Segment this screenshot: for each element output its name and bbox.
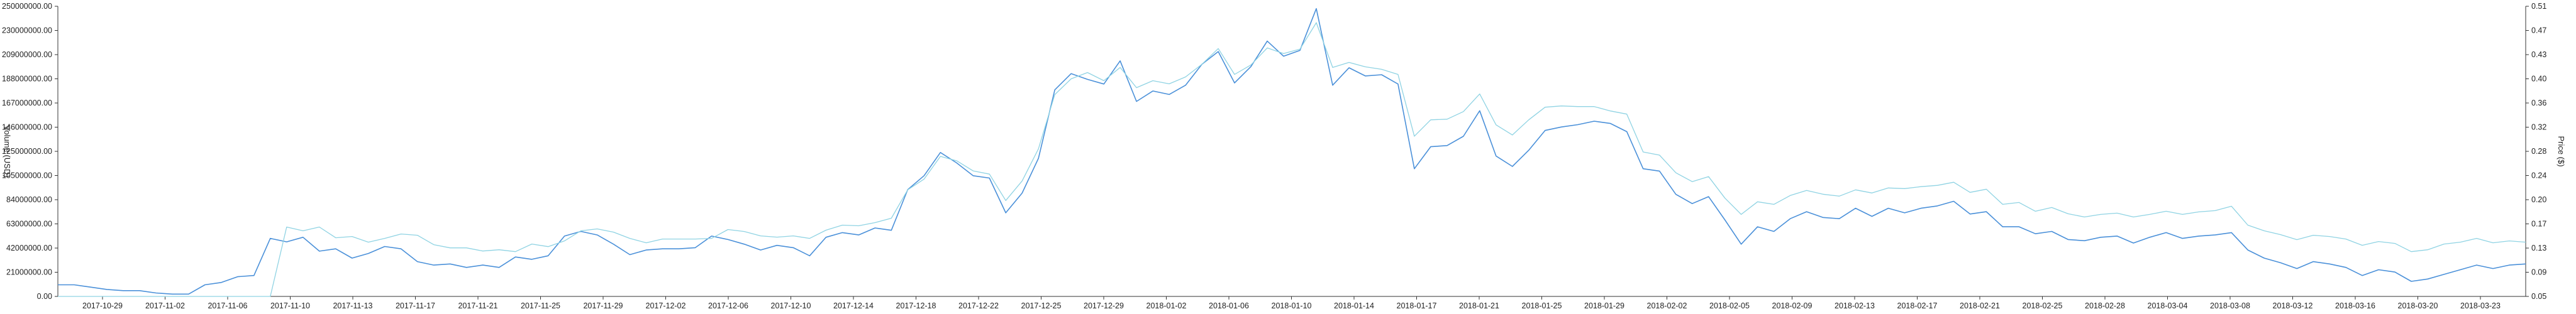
y-right-tick-label: 0.32 <box>2531 123 2546 132</box>
x-tick-label: 2018-02-05 <box>1709 301 1750 310</box>
y-left-tick-label: 167000000.00 <box>2 99 52 107</box>
x-tick-label: 2017-12-02 <box>646 301 686 310</box>
y-right-tick-label: 0.36 <box>2531 99 2546 107</box>
y-left-tick-label: 188000000.00 <box>2 75 52 84</box>
x-tick-label: 2018-01-25 <box>1522 301 1562 310</box>
y-left-tick-label: 146000000.00 <box>2 123 52 132</box>
x-tick-label: 2018-02-21 <box>1960 301 2000 310</box>
x-tick-label: 2017-11-17 <box>396 301 435 310</box>
x-tick-label: 2018-02-28 <box>2085 301 2125 310</box>
x-tick-label: 2018-01-29 <box>1584 301 1624 310</box>
x-tick-label: 2017-11-29 <box>583 301 623 310</box>
x-tick-label: 2018-03-04 <box>2148 301 2188 310</box>
y-right-tick-label: 0.09 <box>2531 268 2546 277</box>
y-left-tick-label: 105000000.00 <box>2 171 52 180</box>
x-tick-label: 2018-01-21 <box>1459 301 1499 310</box>
x-tick-label: 2017-12-22 <box>958 301 999 310</box>
y-right-tick-label: 0.13 <box>2531 244 2546 252</box>
y-left-tick-label: 250000000.00 <box>2 2 52 11</box>
x-tick-label: 2018-02-25 <box>2023 301 2063 310</box>
x-tick-label: 2018-02-13 <box>1835 301 1875 310</box>
y-right-tick-label: 0.43 <box>2531 50 2546 59</box>
x-tick-label: 2017-12-10 <box>771 301 811 310</box>
y-right-axis-title: Price ($) <box>2557 136 2566 166</box>
y-left-tick-label: 84000000.00 <box>6 195 52 204</box>
x-tick-label: 2018-02-17 <box>1897 301 1938 310</box>
x-tick-label: 2018-01-02 <box>1146 301 1187 310</box>
y-left-tick-label: 0.00 <box>37 292 52 301</box>
x-tick-label: 2017-11-21 <box>458 301 497 310</box>
x-tick-label: 2017-11-25 <box>521 301 560 310</box>
y-left-tick-label: 21000000.00 <box>6 268 52 277</box>
x-tick-label: 2018-01-06 <box>1209 301 1249 310</box>
x-tick-label: 2018-02-02 <box>1647 301 1687 310</box>
x-tick-label: 2017-12-29 <box>1084 301 1124 310</box>
x-tick-label: 2018-01-10 <box>1272 301 1312 310</box>
x-tick-label: 2017-11-02 <box>145 301 185 310</box>
y-right-tick-label: 0.28 <box>2531 147 2546 156</box>
x-tick-label: 2018-03-20 <box>2398 301 2438 310</box>
x-tick-label: 2018-03-16 <box>2335 301 2375 310</box>
y-right-tick-label: 0.17 <box>2531 220 2546 229</box>
y-left-tick-label: 42000000.00 <box>6 244 52 252</box>
volume-series-line <box>58 8 2526 295</box>
y-left-tick-label: 209000000.00 <box>2 50 52 59</box>
x-tick-label: 2017-12-14 <box>833 301 874 310</box>
y-right-tick-label: 0.51 <box>2531 2 2546 11</box>
x-tick-label: 2017-11-10 <box>270 301 310 310</box>
y-right-tick-label: 0.20 <box>2531 195 2546 204</box>
y-right-tick-label: 0.40 <box>2531 75 2546 84</box>
x-tick-label: 2017-11-06 <box>208 301 247 310</box>
x-tick-label: 2017-12-18 <box>896 301 936 310</box>
price-series-line <box>58 22 2526 297</box>
x-tick-label: 2018-02-09 <box>1772 301 1813 310</box>
x-tick-label: 2017-11-13 <box>333 301 372 310</box>
x-tick-label: 2018-03-08 <box>2210 301 2250 310</box>
x-tick-label: 2018-01-14 <box>1334 301 1374 310</box>
y-left-tick-label: 63000000.00 <box>6 220 52 229</box>
x-tick-label: 2018-03-23 <box>2460 301 2501 310</box>
x-tick-label: 2018-01-17 <box>1397 301 1437 310</box>
y-right-tick-label: 0.47 <box>2531 26 2546 35</box>
y-right-tick-label: 0.05 <box>2531 292 2546 301</box>
x-tick-label: 2017-12-25 <box>1021 301 1062 310</box>
x-tick-label: 2017-12-06 <box>708 301 748 310</box>
y-left-axis-title: Volume (USD) <box>3 125 12 177</box>
y-left-tick-label: 125000000.00 <box>2 147 52 156</box>
x-tick-label: 2017-10-29 <box>82 301 123 310</box>
x-tick-label: 2018-03-12 <box>2273 301 2313 310</box>
y-left-tick-label: 230000000.00 <box>2 26 52 35</box>
y-right-tick-label: 0.24 <box>2531 171 2546 180</box>
